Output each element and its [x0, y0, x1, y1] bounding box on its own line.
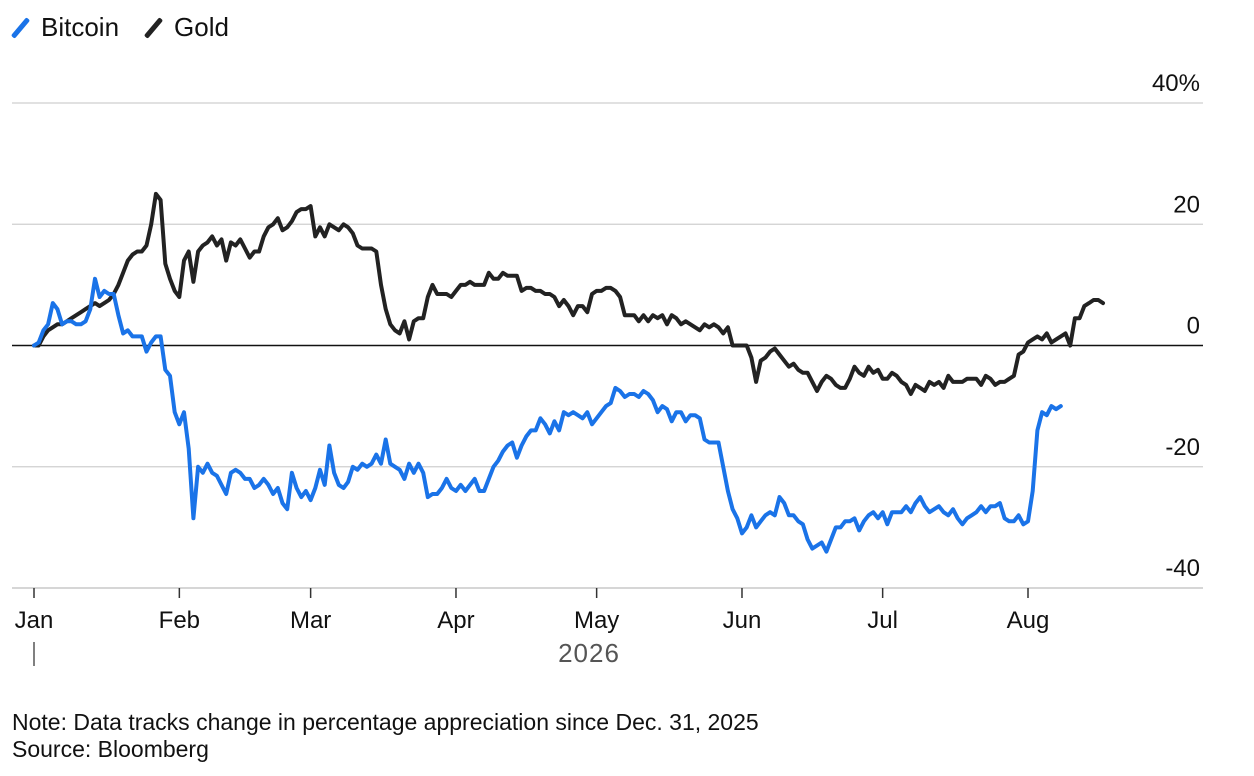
y-tick-label: 20	[1173, 191, 1200, 218]
legend-item-gold[interactable]: Gold	[143, 12, 229, 43]
x-tick-label: Apr	[437, 607, 474, 634]
legend-item-bitcoin[interactable]: Bitcoin	[10, 12, 120, 43]
x-tick-label: May	[574, 607, 619, 634]
y-tick-label: 0	[1187, 313, 1200, 340]
x-tick-label: Jun	[723, 607, 762, 634]
legend-label-bitcoin: Bitcoin	[41, 12, 120, 42]
x-tick-label: Jan	[15, 607, 54, 634]
note-text: Note: Data tracks change in percentage a…	[12, 709, 759, 735]
x-tick-label: Jul	[867, 607, 898, 634]
x-tick-label: Aug	[1007, 607, 1050, 634]
y-tick-label: -20	[1165, 434, 1200, 461]
x-tick-label: Mar	[290, 607, 331, 634]
series-line-gold	[32, 191, 1105, 396]
y-tick-label: -40	[1165, 555, 1200, 582]
x-axis-title: 2026	[558, 638, 620, 668]
y-tick-label: 40%	[1152, 70, 1200, 97]
x-tick-label: Feb	[159, 607, 200, 634]
legend-label-gold: Gold	[174, 12, 229, 42]
chart-legend: Bitcoin Gold	[10, 12, 255, 43]
series-line-bitcoin	[32, 276, 1063, 554]
line-chart: 40% 20 0 -20 -40 Jan Feb Mar Apr May Jun Jul Aug 2026	[12, 70, 1203, 668]
source-text: Source: Bloomberg	[12, 736, 209, 762]
chart-footnote: Note: Data tracks change in percentage a…	[12, 709, 759, 763]
